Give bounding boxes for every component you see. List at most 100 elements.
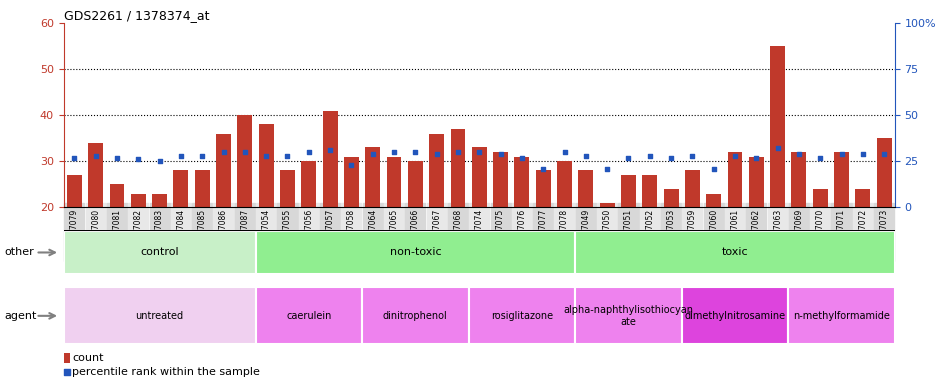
Bar (191, 23, 212, 207)
Bar (660, 23, 681, 207)
Point (684, 153, 699, 159)
Point (258, 153, 273, 159)
Point (855, 151, 870, 157)
Bar (702, 23, 724, 207)
Point (769, 145, 784, 151)
Bar (64, 231, 256, 274)
Text: untreated: untreated (136, 311, 183, 321)
Bar (599, 203, 614, 207)
Bar (450, 129, 465, 207)
Bar (681, 287, 787, 344)
Point (641, 153, 656, 159)
Point (88, 153, 103, 159)
Point (471, 149, 486, 155)
Bar (876, 138, 891, 207)
Bar (532, 23, 553, 207)
Point (578, 153, 592, 159)
Bar (361, 23, 383, 207)
Bar (429, 134, 444, 207)
Bar (404, 23, 426, 207)
Bar (85, 23, 106, 207)
Bar (256, 23, 276, 207)
Bar (170, 23, 191, 207)
Bar (830, 23, 852, 207)
Bar (724, 23, 745, 207)
Point (344, 162, 358, 168)
Bar (131, 194, 146, 207)
Bar (663, 189, 678, 207)
Bar (575, 287, 681, 344)
Bar (468, 287, 575, 344)
Bar (64, 287, 256, 344)
Bar (344, 157, 358, 207)
Point (152, 158, 167, 164)
Bar (511, 23, 532, 207)
Bar (149, 23, 170, 207)
Bar (88, 143, 103, 207)
Bar (855, 189, 870, 207)
Text: alpha-naphthylisothiocyan
ate: alpha-naphthylisothiocyan ate (563, 305, 693, 327)
Bar (216, 134, 231, 207)
Bar (383, 23, 404, 207)
Bar (407, 161, 422, 207)
Bar (812, 189, 826, 207)
Bar (748, 157, 763, 207)
Point (748, 154, 763, 161)
Point (247, 283, 262, 290)
Point (237, 149, 252, 155)
Point (216, 149, 231, 155)
Bar (535, 170, 550, 207)
Bar (621, 175, 636, 207)
Bar (276, 23, 298, 207)
Bar (66, 175, 81, 207)
Text: dimethylnitrosamine: dimethylnitrosamine (683, 311, 784, 321)
Bar (706, 194, 721, 207)
Point (110, 154, 124, 161)
Bar (319, 23, 341, 207)
Bar (514, 157, 529, 207)
Text: agent: agent (5, 311, 37, 321)
Bar (833, 152, 848, 207)
Bar (681, 23, 702, 207)
Bar (361, 287, 468, 344)
Bar (173, 170, 188, 207)
Point (387, 149, 402, 155)
Bar (617, 23, 638, 207)
Bar (578, 170, 592, 207)
Text: other: other (5, 247, 35, 258)
Bar (468, 23, 490, 207)
Text: n-methylformamide: n-methylformamide (792, 311, 889, 321)
Bar (490, 23, 511, 207)
Point (322, 147, 337, 153)
Bar (256, 287, 361, 344)
Bar (684, 170, 699, 207)
Bar (106, 23, 127, 207)
Bar (258, 124, 273, 207)
Bar (298, 23, 319, 207)
Point (833, 151, 848, 157)
Bar (769, 46, 784, 207)
Bar (787, 287, 894, 344)
Bar (387, 157, 401, 207)
Point (791, 151, 806, 157)
Bar (237, 115, 252, 207)
Bar (301, 161, 316, 207)
Text: GDS2261 / 1378374_at: GDS2261 / 1378374_at (64, 9, 209, 22)
Point (621, 154, 636, 161)
Bar (280, 170, 295, 207)
Point (514, 154, 529, 161)
Bar (638, 23, 660, 207)
Point (706, 166, 721, 172)
Bar (745, 23, 767, 207)
Point (429, 151, 444, 157)
Bar (322, 111, 337, 207)
Point (407, 149, 422, 155)
Bar (152, 194, 167, 207)
Point (450, 149, 465, 155)
Bar (767, 23, 787, 207)
Text: dinitrophenol: dinitrophenol (383, 311, 447, 321)
Bar (575, 23, 596, 207)
Bar (127, 23, 149, 207)
Bar (641, 175, 656, 207)
Text: control: control (140, 247, 179, 258)
